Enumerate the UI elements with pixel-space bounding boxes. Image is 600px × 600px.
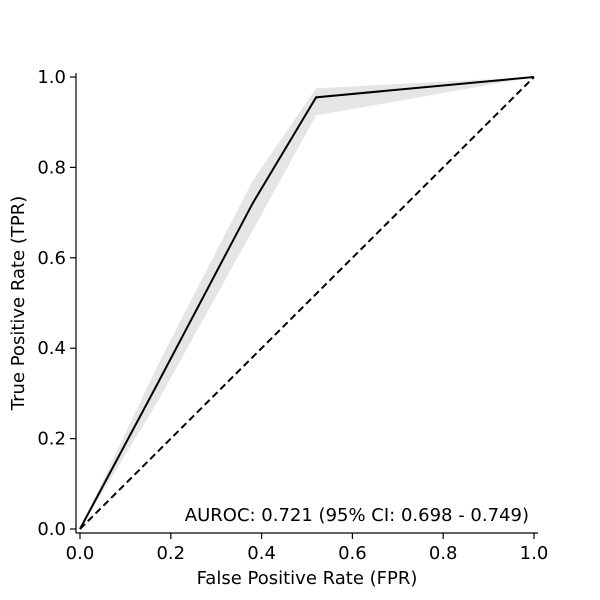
x-tick-label: 0.2 [156,543,185,564]
y-tick-label: 0.8 [37,157,66,178]
y-tick-label: 1.0 [37,67,66,88]
y-axis-label: True Positive Rate (TPR) [8,196,29,411]
x-tick-label: 1.0 [520,543,549,564]
x-tick-label: 0.6 [338,543,367,564]
axes-layer [75,73,538,534]
ticks-layer: 0.0 0.2 0.4 0.6 0.8 1.0 0.0 0.2 0.4 0.6 0.8 1.0 [37,67,548,564]
y-tick-label: 0.2 [37,429,66,450]
y-tick-label: 0.6 [37,248,66,269]
x-tick-label: 0.0 [66,543,95,564]
x-tick-label: 0.4 [247,543,276,564]
x-axis-label: False Positive Rate (FPR) [197,568,418,589]
series-layer [79,76,535,530]
reference-diagonal-line [79,76,535,530]
auroc-annotation: AUROC: 0.721 (95% CI: 0.698 - 0.749) [185,505,529,526]
roc-curve-line [79,76,535,530]
y-tick-label: 0.4 [37,338,66,359]
x-tick-label: 0.8 [429,543,458,564]
y-tick-label: 0.0 [37,519,66,540]
